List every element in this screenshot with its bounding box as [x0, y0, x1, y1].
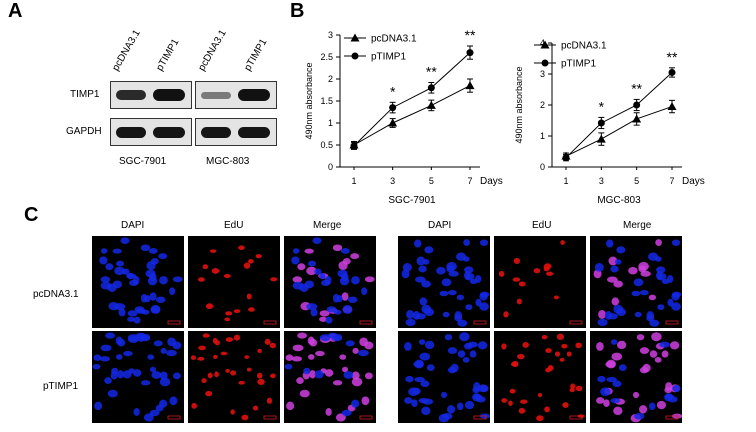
lane-label: pTIMP1: [154, 37, 182, 73]
y-axis-label: 490nm absorbance: [304, 62, 314, 139]
legend-label: pTIMP1: [561, 59, 596, 70]
column-label: DAPI: [428, 220, 452, 231]
x-tick-label: 5: [429, 176, 434, 186]
series-line: [353, 52, 471, 147]
column-label: Merge: [623, 220, 652, 231]
legend-marker: [350, 33, 360, 42]
significance-label: **: [667, 49, 678, 65]
chart-sgc7901: 0 0.5 1 1.5 2 2.5 3 1 3 5 7 Days 490nm absorbance SGC…: [304, 27, 503, 206]
column-label: EdU: [532, 220, 552, 231]
x-tick-label: 3: [390, 176, 395, 186]
legend-marker: [540, 40, 550, 49]
blot-timp1-mgc: [195, 81, 277, 109]
data-point: [465, 81, 475, 90]
x-axis-label: SGC-7901: [388, 195, 436, 206]
data-point: [389, 104, 397, 112]
data-point: [350, 142, 358, 150]
dapi-image: [92, 331, 184, 423]
series-line: [565, 72, 673, 159]
blot-timp1-sgc: [110, 81, 192, 109]
x-tick-label: 1: [351, 176, 356, 186]
y-tick-label: 3: [328, 30, 333, 40]
legend-label: pTIMP1: [371, 52, 406, 63]
x-tick-label: 1: [563, 176, 568, 186]
x-tick-label: 5: [634, 176, 639, 186]
column-label: EdU: [224, 220, 244, 231]
merge-image: [590, 331, 682, 423]
panel-label-b: B: [290, 0, 305, 22]
dapi-image: [92, 236, 184, 328]
y-axis-label: 490nm absorbance: [514, 66, 524, 143]
column-label: Merge: [313, 220, 342, 231]
significance-label: *: [390, 83, 396, 99]
data-point: [426, 100, 436, 109]
cell-line-label: MGC-803: [206, 156, 250, 167]
edu-image: [188, 331, 280, 423]
y-tick-label: 0.5: [320, 140, 333, 150]
blot-gapdh-sgc: [110, 118, 192, 146]
panel-label-c: C: [24, 204, 39, 226]
row-label-gapdh: GAPDH: [66, 126, 102, 137]
x-unit-label: Days: [480, 176, 503, 187]
y-tick-label: 2: [540, 100, 545, 110]
x-tick-label: 7: [467, 176, 472, 186]
y-tick-label: 2.5: [320, 52, 333, 62]
edu-image: [494, 331, 586, 423]
y-tick-label: 4: [540, 38, 545, 48]
row-label-ptimp1: pTIMP1: [43, 381, 79, 392]
legend-label: pcDNA3.1: [561, 41, 607, 52]
data-point: [668, 68, 676, 76]
significance-label: **: [426, 64, 437, 80]
panel-label-a: A: [8, 0, 23, 22]
row-label-timp1: TIMP1: [70, 89, 100, 100]
dapi-image: [398, 331, 490, 423]
chart-mgc803: 0 1 2 3 4 1 3 5 7 Days 490nm absorbance MGC-803 pcDN…: [514, 38, 705, 206]
x-tick-label: 7: [669, 176, 674, 186]
data-point: [596, 134, 606, 143]
data-point: [597, 119, 605, 127]
data-point: [427, 84, 435, 92]
blot-gapdh-mgc: [195, 118, 277, 146]
y-tick-label: 1: [540, 131, 545, 141]
x-tick-label: 3: [599, 176, 604, 186]
y-tick-label: 1: [328, 118, 333, 128]
dapi-image: [398, 236, 490, 328]
x-axis-label: MGC-803: [597, 195, 641, 206]
legend-marker: [351, 52, 359, 60]
significance-label: **: [465, 27, 476, 43]
series-line: [353, 85, 471, 146]
column-label: DAPI: [121, 220, 145, 231]
row-label-pcdna: pcDNA3.1: [33, 289, 79, 300]
data-point: [633, 101, 641, 109]
data-point: [632, 114, 642, 123]
merge-image: [284, 331, 376, 423]
y-tick-label: 2: [328, 74, 333, 84]
significance-label: *: [599, 98, 605, 114]
data-point: [562, 154, 570, 162]
y-tick-label: 0: [328, 162, 333, 172]
y-tick-label: 0: [540, 162, 545, 172]
data-point: [667, 102, 677, 111]
x-unit-label: Days: [682, 176, 705, 187]
merge-image: [590, 236, 682, 328]
cell-line-label: SGC-7901: [119, 156, 167, 167]
merge-image: [284, 236, 376, 328]
y-tick-label: 1.5: [320, 96, 333, 106]
y-tick-label: 3: [540, 69, 545, 79]
data-point: [388, 118, 398, 127]
edu-image: [494, 236, 586, 328]
legend-marker: [541, 59, 549, 67]
data-point: [466, 49, 474, 57]
series-line: [565, 106, 673, 157]
significance-label: **: [631, 80, 642, 96]
lane-label: pcDNA3.1: [110, 28, 143, 73]
legend-label: pcDNA3.1: [371, 34, 417, 45]
lane-label: pcDNA3.1: [196, 28, 229, 73]
lane-label: pTIMP1: [242, 37, 270, 73]
edu-image: [188, 236, 280, 328]
